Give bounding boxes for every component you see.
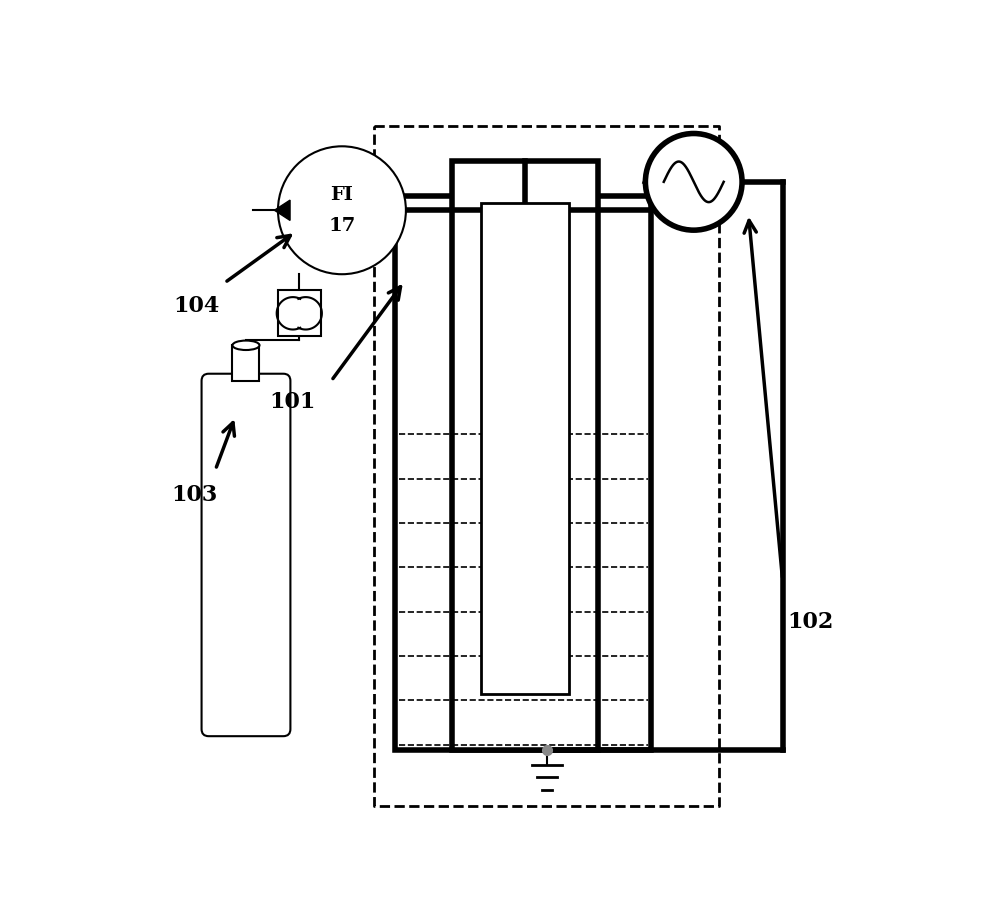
Text: 104: 104 (173, 295, 219, 318)
Bar (395, 196, 651, 750)
Bar (452, 161, 598, 750)
Ellipse shape (232, 341, 259, 350)
Circle shape (645, 134, 742, 230)
Text: 17: 17 (328, 217, 356, 234)
Text: 101: 101 (269, 391, 315, 414)
Text: 103: 103 (171, 484, 217, 506)
Text: 102: 102 (788, 611, 834, 633)
Bar (278, 290, 321, 336)
Bar (481, 203, 569, 693)
Bar (232, 345, 259, 381)
Circle shape (278, 147, 406, 274)
FancyBboxPatch shape (202, 374, 290, 737)
Polygon shape (274, 200, 290, 221)
Text: FI: FI (330, 186, 353, 204)
